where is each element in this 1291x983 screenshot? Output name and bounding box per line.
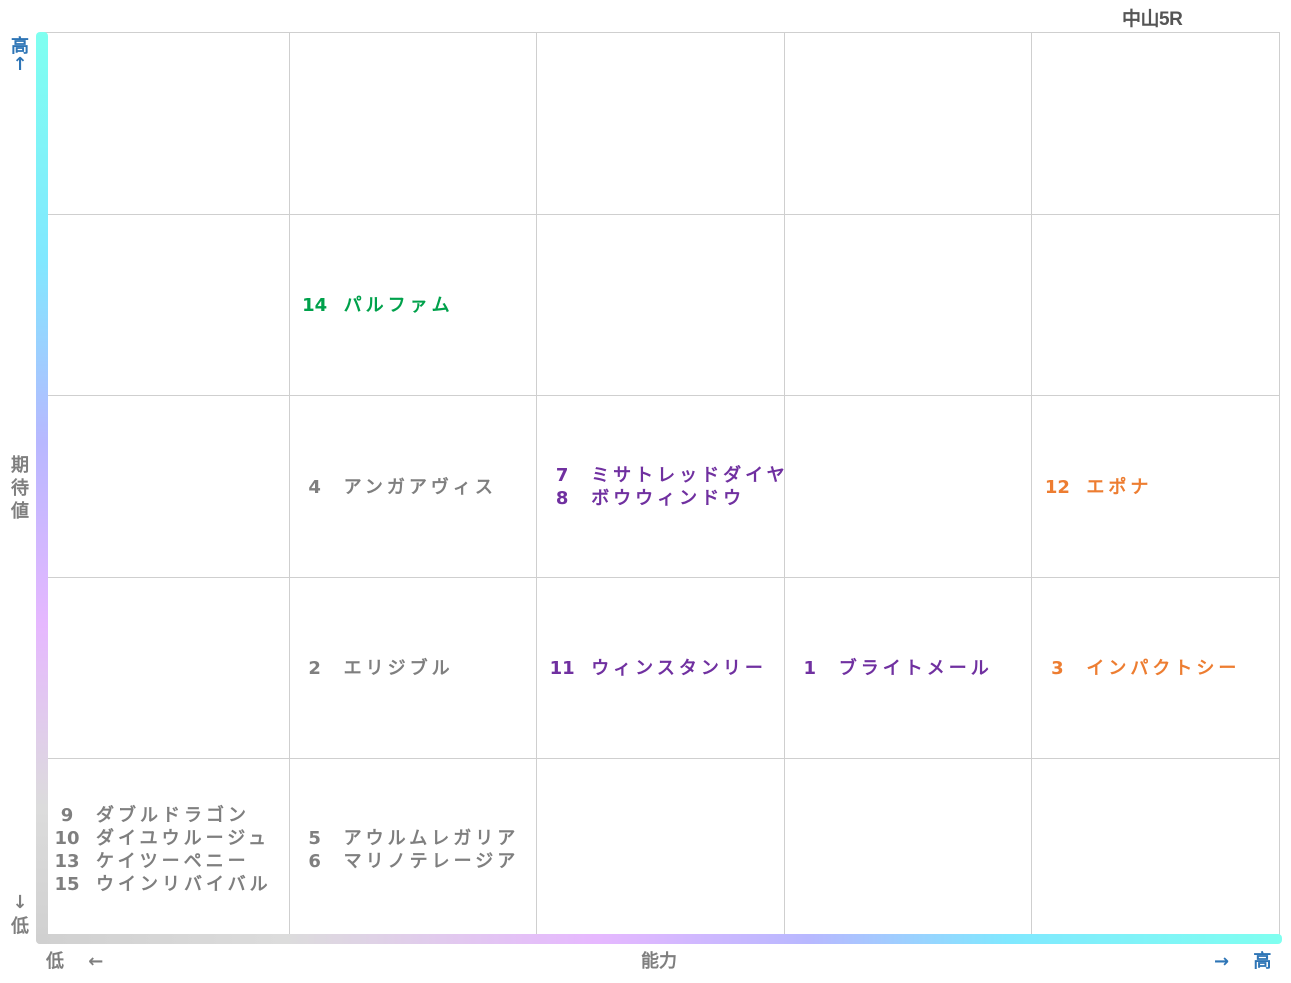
grid-cell (537, 213, 785, 396)
horse-entry: 10 ダイユウルージュ (48, 827, 272, 850)
x-axis-label: 能力 (641, 951, 677, 972)
horse-entry: 5 アウルムレガリア (296, 827, 520, 850)
horse-entry: 6 マリノテレージア (296, 850, 520, 873)
x-axis-low-label: 低 (46, 951, 64, 972)
grid-cell (1032, 213, 1280, 396)
x-axis-left-arrow: ← (88, 951, 104, 972)
x-axis-high-label: 高 (1253, 951, 1272, 972)
grid-cell (1032, 576, 1280, 759)
horse-name: ウインリバイバル (96, 874, 272, 896)
horse-number: 1 (803, 658, 817, 680)
grid-cell (1032, 758, 1280, 940)
horse-number: 3 (1051, 658, 1064, 680)
horse-entry: 11 ウィンスタンリー (543, 657, 767, 680)
grid-cell (784, 758, 1033, 940)
horse-entry: 14 パルファム (296, 294, 454, 317)
horse-name: ウィンスタンリー (591, 658, 767, 680)
grid-cell (42, 576, 290, 759)
x-axis-right-arrow: → (1214, 951, 1230, 972)
horse-number: 11 (549, 658, 575, 680)
horse-name: アンガアヴィス (343, 476, 497, 498)
grid-cell (784, 576, 1033, 759)
cell-entries: 3 インパクトシー (1038, 657, 1240, 680)
plot-grid (42, 32, 1280, 940)
horse-entry: 15 ウインリバイバル (48, 873, 272, 896)
horse-name: マリノテレージア (343, 851, 520, 873)
horse-entry: 1 ブライトメール (791, 657, 993, 680)
y-axis-bar (36, 32, 48, 944)
chart-title: 中山5R (1122, 9, 1183, 30)
cell-entries: 14 パルファム (296, 294, 454, 317)
y-axis-up-arrow: ↑ (12, 54, 28, 75)
grid-cell (42, 32, 290, 214)
horse-name: ダブルドラゴン (96, 805, 250, 827)
cell-entries: 2 エリジブル (296, 657, 454, 680)
horse-entry: 7 ミサトレッドダイヤ (543, 464, 788, 487)
horse-name: エポナ (1086, 476, 1153, 498)
grid-cell (289, 576, 538, 759)
horse-number: 14 (302, 294, 328, 316)
grid-cell (289, 395, 538, 577)
horse-number: 5 (308, 828, 321, 850)
horse-number: 2 (308, 658, 321, 680)
horse-name: エリジブル (343, 658, 454, 680)
horse-number: 8 (555, 488, 569, 509)
horse-number: 6 (308, 851, 321, 873)
y-axis-label-char: 値 (11, 501, 29, 522)
y-axis-down-arrow: ↓ (12, 892, 28, 913)
grid-cell (537, 395, 785, 577)
grid-cell (1032, 32, 1280, 214)
horse-number: 9 (60, 805, 74, 827)
cell-entries: 7 ミサトレッドダイヤ 8 ボウウィンドウ (543, 464, 788, 510)
x-axis-bar (36, 934, 1282, 944)
horse-name: インパクトシー (1086, 658, 1241, 680)
grid-cell (784, 32, 1033, 214)
y-axis-low-label: 低 (11, 916, 29, 937)
horse-entry: 3 インパクトシー (1038, 657, 1240, 680)
grid-cell (784, 213, 1033, 396)
cell-entries: 1 ブライトメール (791, 657, 993, 680)
horse-entry: 9 ダブルドラゴン (48, 804, 272, 827)
grid-cell (42, 395, 290, 577)
horse-number: 15 (54, 874, 80, 896)
y-axis-label: 期待値 (10, 454, 30, 523)
grid-cell (42, 758, 290, 940)
horse-name: ダイユウルージュ (96, 828, 271, 850)
horse-number: 4 (308, 476, 321, 498)
grid-cell (289, 213, 538, 396)
cell-entries: 12 エポナ (1038, 476, 1152, 499)
horse-entry: 4 アンガアヴィス (296, 476, 497, 499)
horse-entry: 12 エポナ (1038, 476, 1152, 499)
y-axis-high-label: 高 (11, 36, 29, 57)
horse-name: ボウウィンドウ (591, 488, 746, 509)
grid-cell (537, 576, 785, 759)
horse-number: 7 (555, 465, 569, 486)
cell-entries: 5 アウルムレガリア 6 マリノテレージア (296, 827, 520, 873)
horse-entry: 2 エリジブル (296, 657, 454, 680)
horse-name: パルファム (343, 294, 454, 316)
horse-name: ミサトレッドダイヤ (591, 465, 789, 486)
y-axis-label-char: 期 (11, 455, 29, 476)
horse-name: アウルムレガリア (343, 828, 520, 850)
horse-number: 12 (1044, 476, 1070, 498)
grid-cell (537, 758, 785, 940)
cell-entries: 11 ウィンスタンリー (543, 657, 767, 680)
grid-cell (1032, 395, 1280, 577)
horse-number: 13 (54, 851, 80, 873)
y-axis-label-char: 待 (11, 478, 29, 499)
horse-name: ブライトメール (838, 658, 993, 680)
grid-cell (289, 758, 538, 940)
cell-entries: 9 ダブルドラゴン 10 ダイユウルージュ 13 ケイツーペニー 15 ウインリバイバル (48, 804, 272, 896)
cell-entries: 4 アンガアヴィス (296, 476, 497, 499)
grid-cell (537, 32, 785, 214)
horse-entry: 13 ケイツーペニー (48, 850, 272, 873)
grid-cell (289, 32, 538, 214)
grid-cell (42, 213, 290, 396)
horse-entry: 8 ボウウィンドウ (543, 487, 788, 510)
horse-name: ケイツーペニー (96, 851, 250, 873)
grid-cell (784, 395, 1033, 577)
horse-number: 10 (54, 828, 80, 850)
